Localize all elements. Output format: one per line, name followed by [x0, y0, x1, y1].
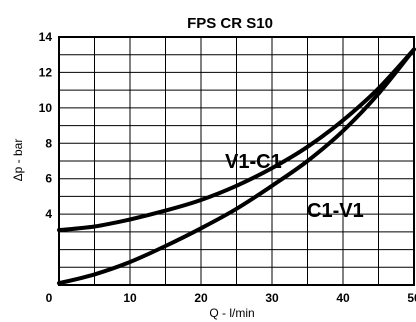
x-tick-label: 10 [123, 291, 137, 305]
y-axis-label: Δp - bar [11, 139, 25, 182]
y-tick-label: 10 [39, 101, 53, 115]
series-line-v1-c1 [57, 47, 416, 233]
series-line-c1-v1 [57, 47, 416, 286]
x-tick-label: 50 [407, 291, 416, 305]
chart-title: FPS CR S10 [187, 15, 273, 32]
x-axis-label: Q - l/min [209, 306, 254, 320]
y-tick-label: 6 [45, 172, 52, 186]
series-label-c1-v1: C1-V1 [307, 200, 364, 222]
x-tick-label: 40 [336, 291, 350, 305]
y-tick-label: 4 [45, 207, 52, 221]
y-tick-label: 8 [45, 136, 52, 150]
x-tick-label: 0 [46, 291, 53, 305]
x-tick-label: 20 [194, 291, 208, 305]
curves [57, 47, 416, 286]
y-tick-label: 12 [39, 65, 53, 79]
y-tick-label: 14 [39, 30, 53, 44]
x-tick-label: 30 [265, 291, 279, 305]
grid [59, 37, 414, 285]
series-label-v1-c1: V1-C1 [225, 151, 282, 173]
plot-frame [58, 36, 415, 286]
tick-labels: 0 10 20 30 40 50 4 6 8 10 12 14 [39, 30, 416, 305]
